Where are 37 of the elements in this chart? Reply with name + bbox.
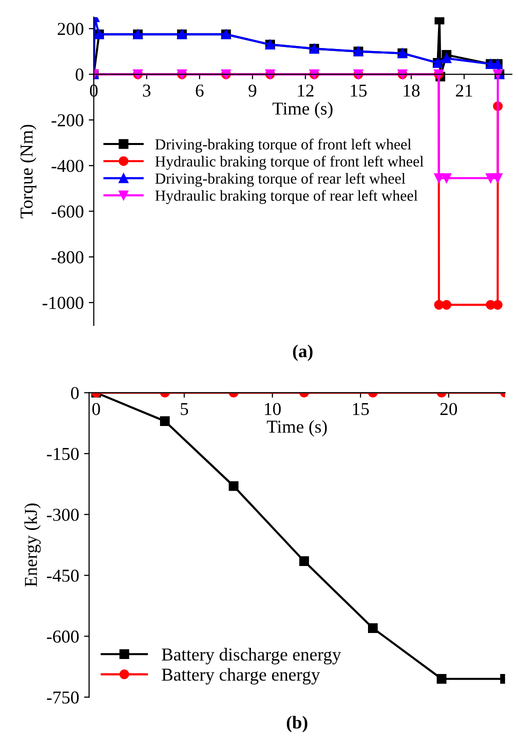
y-axis-title: Energy (kJ) <box>24 504 41 587</box>
x-tick-label: 0 <box>92 402 100 416</box>
y-axis-title: Torque (Nm) <box>20 124 36 218</box>
y-tick-label: -600 <box>46 630 79 643</box>
y-tick-label: -300 <box>46 508 79 521</box>
legend-label: Battery discharge energy <box>162 648 342 664</box>
y-tick-label: -200 <box>52 114 84 126</box>
x-tick-label: 20 <box>440 402 457 416</box>
x-tick-label: 3 <box>143 84 150 97</box>
x-tick-label: 9 <box>248 84 256 97</box>
y-tick-label: -750 <box>46 691 79 704</box>
x-axis-title: Time (s) <box>266 420 327 436</box>
y-tick-label: -1000 <box>42 296 84 309</box>
y-tick-label: -800 <box>52 251 84 264</box>
x-tick-label: 15 <box>353 403 369 416</box>
y-tick-label: -450 <box>46 570 79 582</box>
x-tick-label: 18 <box>404 84 420 97</box>
text: (b) <box>286 716 308 732</box>
legend-label: Driving-braking torque of front left wheel <box>155 138 412 153</box>
legend-label: Hydraulic braking torque of front left wheel <box>155 156 424 170</box>
y-tick-label: -600 <box>52 206 84 218</box>
x-tick-label: 15 <box>350 84 367 97</box>
y-tick-label: -150 <box>46 448 79 460</box>
x-tick-label: 12 <box>298 84 314 97</box>
legend-label: Battery charge energy <box>162 668 320 684</box>
x-tick-label: 21 <box>456 84 472 97</box>
x-tick-label: 6 <box>196 84 204 97</box>
legend-label: Hydraulic braking torque of rear left wheel <box>155 190 418 204</box>
y-tick-label: -400 <box>52 160 84 172</box>
legend-label: Driving-braking torque of rear left wheel <box>155 172 406 187</box>
x-tick-label: 10 <box>264 402 281 416</box>
y-tick-label: 0 <box>71 386 79 400</box>
y-tick-label: 200 <box>58 22 84 36</box>
x-tick-label: 5 <box>180 403 188 416</box>
y-tick-label: 0 <box>76 68 84 81</box>
text: (a) <box>293 344 313 361</box>
x-axis-title: Time (s) <box>272 102 332 118</box>
